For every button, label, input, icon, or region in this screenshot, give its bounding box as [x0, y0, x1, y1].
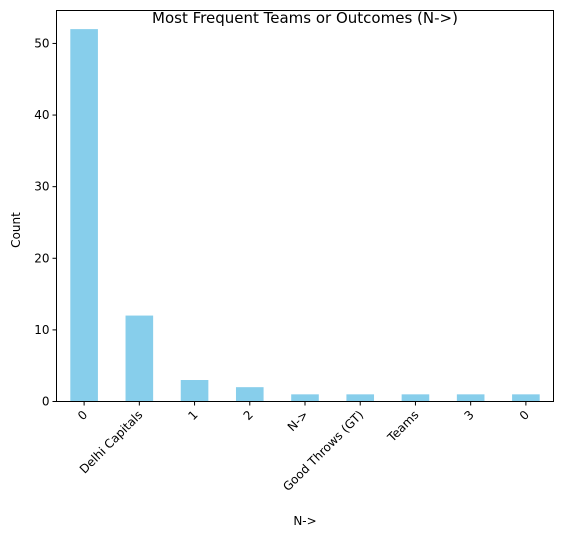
y-tick-label-0: 0 [42, 395, 50, 409]
x-tick-label-3: 2 [241, 408, 256, 423]
x-tick-label-7: 3 [461, 408, 476, 423]
bar-7 [456, 394, 485, 402]
bar-6 [401, 394, 430, 402]
y-axis-ticks: 0 10 20 30 40 50 [34, 36, 57, 409]
y-tick-label-2: 20 [34, 251, 49, 265]
x-axis-label: N-> [293, 514, 316, 528]
x-tick-label-2: 1 [185, 408, 200, 423]
bar-5 [346, 394, 375, 402]
y-tick-label-3: 30 [34, 180, 49, 194]
x-tick-label-4: N-> [285, 408, 311, 434]
y-axis-label: Count [9, 212, 23, 248]
x-tick-label-0: 0 [75, 408, 90, 423]
x-tick-label-6: Teams [384, 408, 421, 445]
bars-group [70, 29, 540, 402]
y-tick-label-4: 40 [34, 108, 49, 122]
chart-title: Most Frequent Teams or Outcomes (N->) [152, 9, 458, 27]
y-tick-label-1: 10 [34, 323, 49, 337]
plot-frame [56, 10, 554, 402]
bar-2 [180, 380, 209, 402]
bar-0 [70, 29, 98, 402]
bar-4 [291, 394, 319, 402]
bar-8 [512, 394, 540, 402]
y-tick-label-5: 50 [34, 36, 49, 50]
x-tick-label-8: 0 [517, 408, 532, 423]
bar-3 [235, 387, 264, 402]
bar-1 [125, 315, 154, 402]
